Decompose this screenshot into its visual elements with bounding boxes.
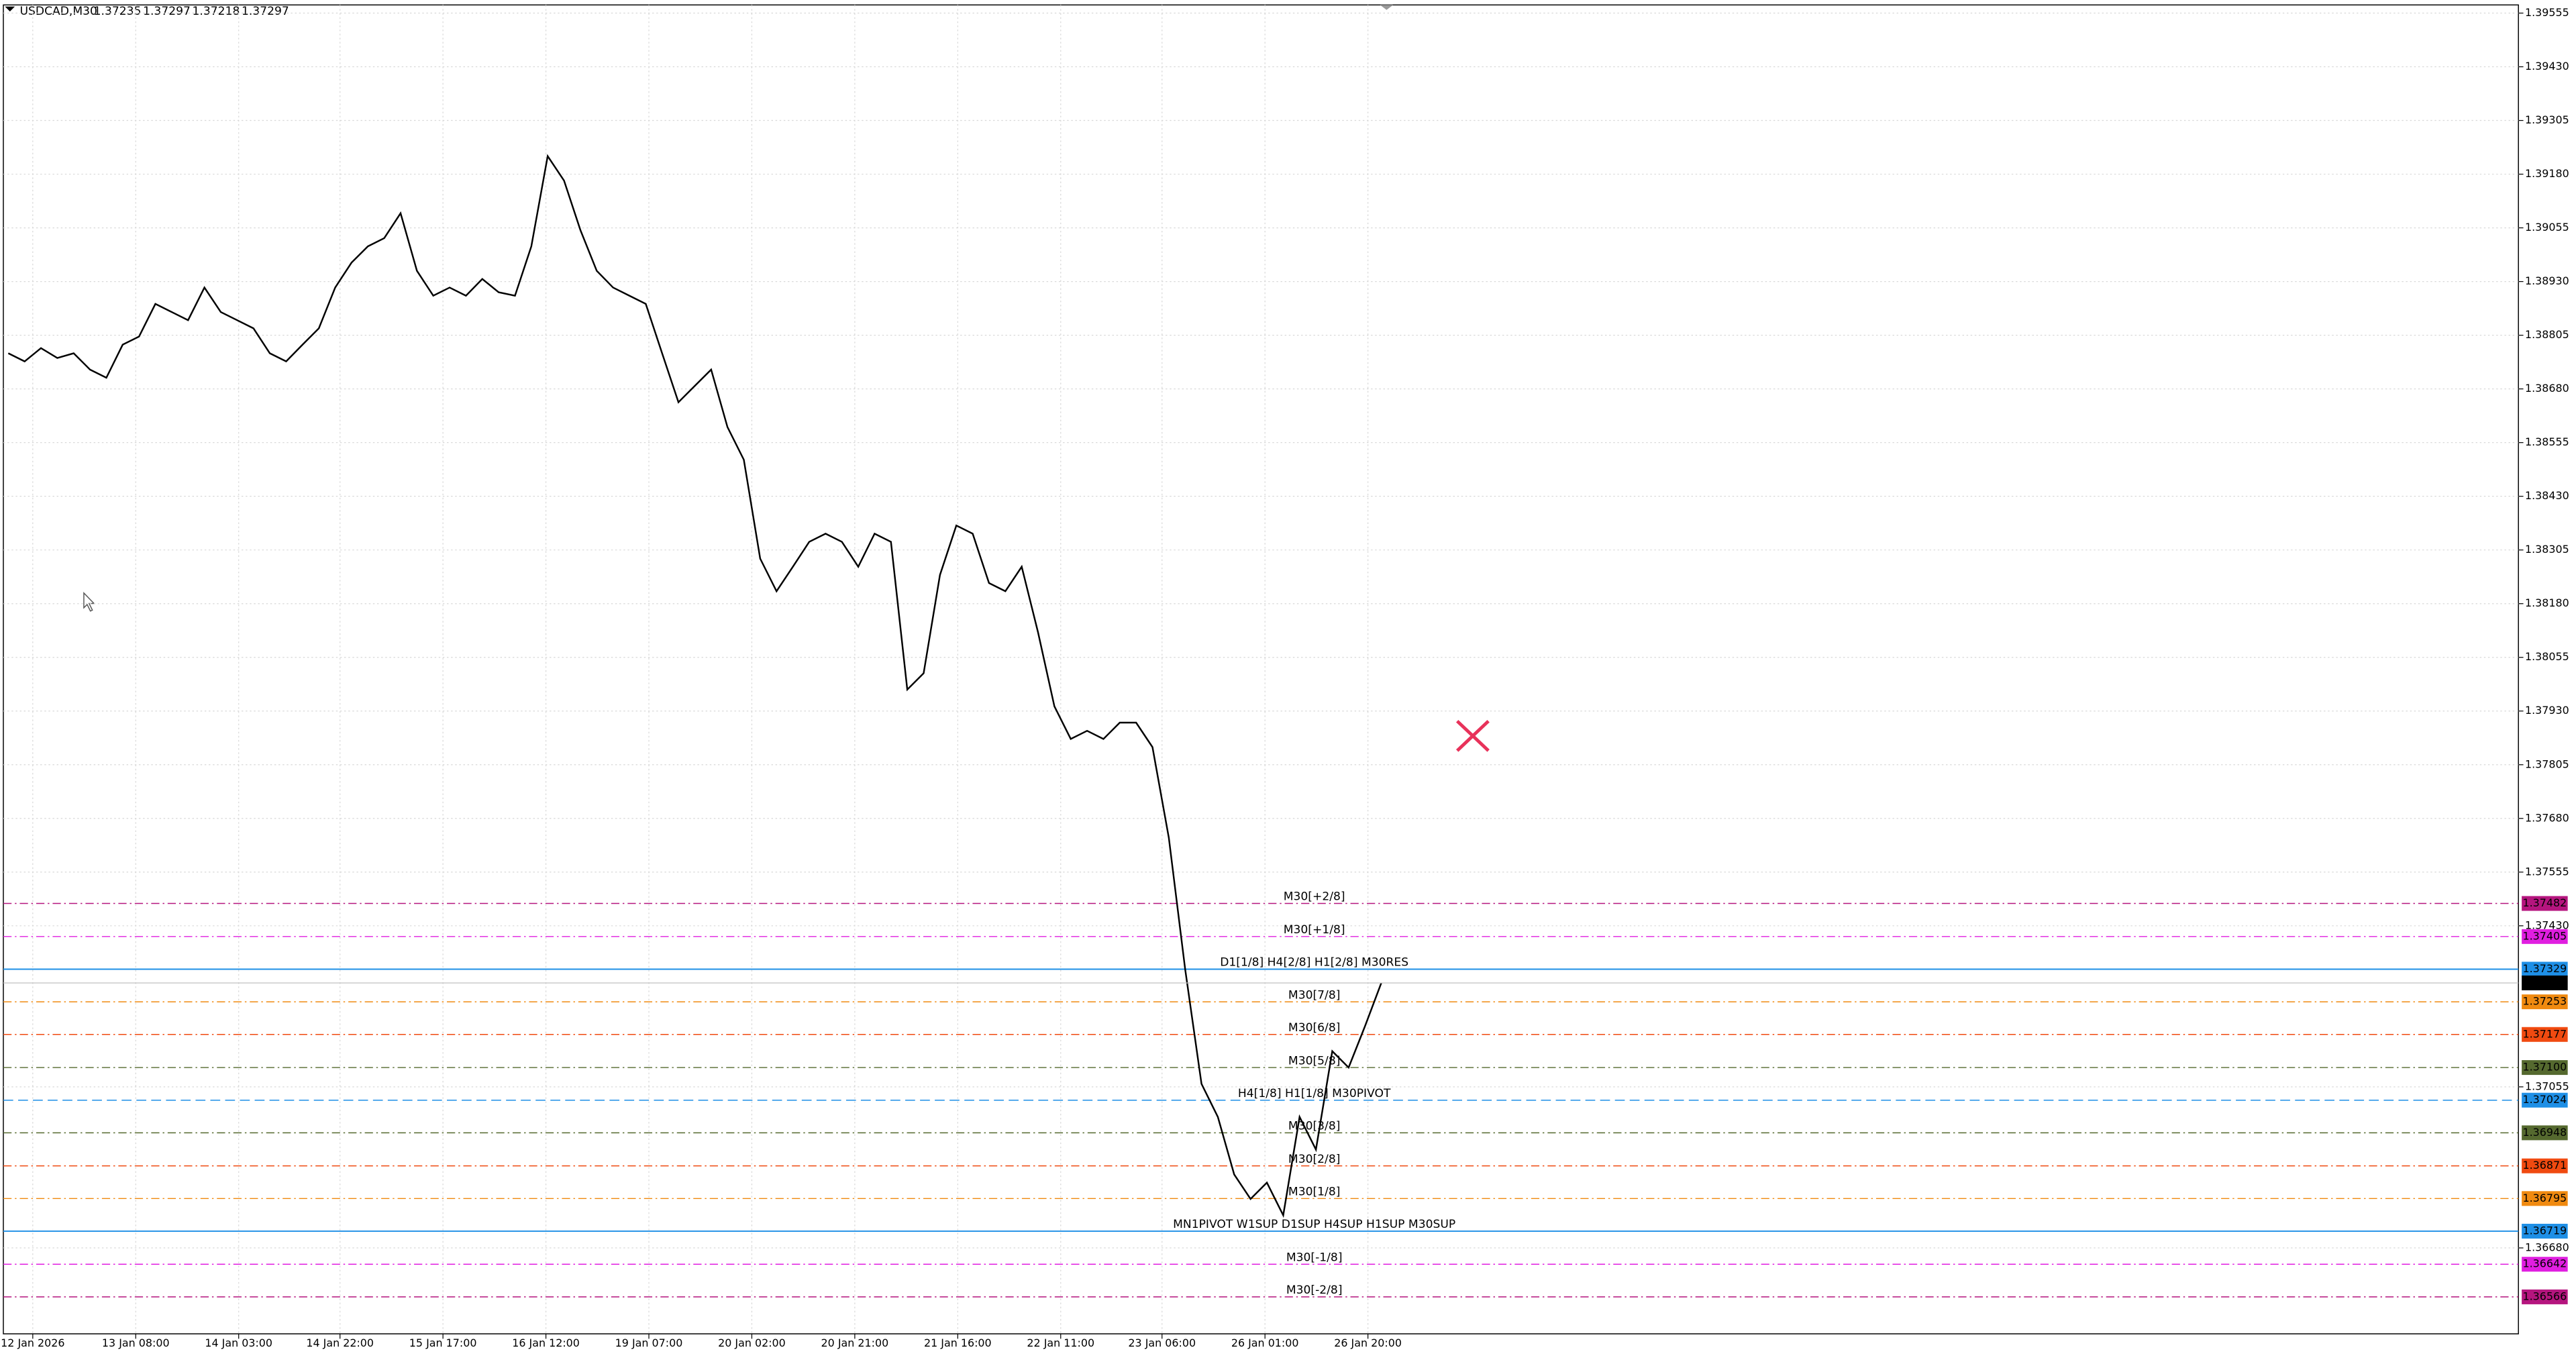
level-price-box xyxy=(2522,929,2568,944)
y-tick-label: 1.38680 xyxy=(2525,382,2569,395)
level-price-box xyxy=(2522,1289,2568,1304)
x-tick-label: 20 Jan 02:00 xyxy=(718,1337,786,1349)
level-label: M30[7/8] xyxy=(1288,988,1341,1002)
level-label: M30[6/8] xyxy=(1288,1021,1341,1035)
level-price-box xyxy=(2522,1060,2568,1076)
level-label: M30[1/8] xyxy=(1288,1186,1341,1199)
level-label: M30[-2/8] xyxy=(1286,1284,1343,1297)
y-tick-label: 1.38180 xyxy=(2525,596,2569,609)
y-tick-label: 1.38305 xyxy=(2525,543,2569,556)
level-price-label: 1.37405 xyxy=(2522,929,2567,942)
quote-high: 1.37297 xyxy=(143,5,191,18)
level-price-box xyxy=(2522,1191,2568,1206)
level-price-box xyxy=(2522,1027,2568,1042)
y-tick-label: 1.37055 xyxy=(2525,1080,2569,1092)
level-label: H4[1/8] H1[1/8] M30PIVOT xyxy=(1238,1087,1391,1100)
level-label: M30[-1/8] xyxy=(1286,1251,1343,1264)
y-tick-label: 1.38930 xyxy=(2525,274,2569,287)
y-tick-label: 1.39555 xyxy=(2525,6,2569,19)
level-price-box xyxy=(2522,1092,2568,1108)
y-tick-label: 1.39180 xyxy=(2525,167,2569,180)
level-price-box xyxy=(2522,1223,2568,1239)
x-tick-label: 20 Jan 21:00 xyxy=(821,1337,889,1349)
level-price-label: 1.37329 xyxy=(2522,962,2567,975)
plot-frame xyxy=(3,4,2519,1335)
y-tick-label: 1.38805 xyxy=(2525,328,2569,341)
level-price-label: 1.37482 xyxy=(2522,896,2567,909)
x-tick-label: 15 Jan 17:00 xyxy=(409,1337,477,1349)
level-price-label: 1.36795 xyxy=(2522,1192,2567,1204)
level-price-box xyxy=(2522,1257,2568,1272)
quote-close: 1.37297 xyxy=(242,5,289,18)
y-tick-label: 1.38555 xyxy=(2525,435,2569,448)
close-marker[interactable] xyxy=(1455,719,1490,752)
shift-marker xyxy=(1380,5,1394,10)
level-price-box xyxy=(2522,994,2568,1010)
quote-low: 1.37218 xyxy=(193,5,240,18)
menu-arrow[interactable] xyxy=(5,6,15,12)
level-label: M30[2/8] xyxy=(1288,1153,1341,1166)
y-tick-label: 1.36680 xyxy=(2525,1241,2569,1253)
level-price-box xyxy=(2522,1158,2568,1174)
level-price-label: 1.36719 xyxy=(2522,1224,2567,1237)
level-price-label: 1.37100 xyxy=(2522,1061,2567,1074)
price-line xyxy=(7,154,1382,1218)
level-label: D1[1/8] H4[2/8] H1[2/8] M30RES xyxy=(1220,956,1408,970)
level-price-box xyxy=(2522,1125,2568,1141)
x-tick-label: 14 Jan 22:00 xyxy=(306,1337,374,1349)
y-tick-label: 1.39305 xyxy=(2525,113,2569,126)
level-price-label: 1.36566 xyxy=(2522,1290,2567,1302)
mouse-cursor xyxy=(83,591,95,612)
level-price-box xyxy=(2522,961,2568,977)
symbol-title: USDCAD,M30 xyxy=(19,5,97,18)
y-tick-label: 1.38430 xyxy=(2525,489,2569,502)
x-tick-label: 16 Jan 12:00 xyxy=(512,1337,580,1349)
current-price-label: 1.37297 xyxy=(2522,976,2567,988)
level-price-box xyxy=(2522,896,2568,911)
level-price-label: 1.37253 xyxy=(2522,995,2567,1008)
level-price-label: 1.36948 xyxy=(2522,1126,2567,1139)
x-tick-label: 22 Jan 11:00 xyxy=(1027,1337,1094,1349)
x-tick-label: 21 Jan 16:00 xyxy=(924,1337,992,1349)
level-price-label: 1.37177 xyxy=(2522,1027,2567,1040)
y-tick-label: 1.37930 xyxy=(2525,704,2569,717)
y-tick-label: 1.39055 xyxy=(2525,221,2569,233)
x-tick-label: 26 Jan 20:00 xyxy=(1334,1337,1402,1349)
level-label: M30[5/8] xyxy=(1288,1054,1341,1067)
level-price-label: 1.36642 xyxy=(2522,1257,2567,1270)
level-label: MN1PIVOT W1SUP D1SUP H4SUP H1SUP M30SUP xyxy=(1173,1218,1455,1231)
y-tick-label: 1.38055 xyxy=(2525,650,2569,663)
y-tick-label: 1.39430 xyxy=(2525,60,2569,72)
x-tick-label: 13 Jan 08:00 xyxy=(102,1337,170,1349)
y-tick-label: 1.37680 xyxy=(2525,811,2569,824)
y-tick-label: 1.37805 xyxy=(2525,758,2569,770)
level-price-label: 1.36871 xyxy=(2522,1159,2567,1171)
level-label: M30[3/8] xyxy=(1288,1120,1341,1133)
level-label: M30[+2/8] xyxy=(1284,890,1345,904)
x-tick-label: 19 Jan 07:00 xyxy=(615,1337,683,1349)
y-tick-label: 1.37430 xyxy=(2525,919,2569,931)
x-tick-label: 14 Jan 03:00 xyxy=(205,1337,272,1349)
quote-open: 1.37235 xyxy=(94,5,142,18)
level-label: M30[+1/8] xyxy=(1284,923,1345,937)
x-tick-label: 12 Jan 2026 xyxy=(1,1337,64,1349)
x-tick-label: 23 Jan 06:00 xyxy=(1128,1337,1196,1349)
level-price-label: 1.37024 xyxy=(2522,1093,2567,1106)
x-tick-label: 26 Jan 01:00 xyxy=(1231,1337,1299,1349)
y-tick-label: 1.37555 xyxy=(2525,865,2569,878)
current-price-box xyxy=(2522,975,2568,990)
